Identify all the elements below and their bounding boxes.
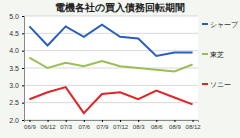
x-tick-label: 07/9 (97, 124, 109, 130)
x-tick-mark (102, 120, 103, 122)
x-tick-label: 08/3 (133, 124, 145, 130)
x-tick-mark (84, 120, 85, 122)
plot-area (24, 16, 198, 120)
y-tick: 4.0 (9, 47, 24, 54)
x-tick-label: 06/9 (24, 124, 36, 130)
x-tick-mark (156, 120, 157, 122)
x-tick-mark (174, 120, 175, 122)
y-tick-label: 5.0 (9, 13, 19, 20)
x-tick-label: 07/12 (113, 124, 129, 130)
y-tick: 4.5 (9, 30, 24, 37)
plot: 2.0 2.5 3.0 3.5 4.0 4.5 5.0 06/9 06/1207/3 07/6 07… (9, 13, 201, 131)
x-tick-mark (120, 120, 121, 122)
series-line (29, 87, 192, 113)
x-tick-label: 06/12 (41, 124, 57, 130)
x-tick: 08/6 (151, 120, 163, 130)
y-tick-label: 3.0 (9, 82, 19, 89)
y-tick-mark (22, 16, 24, 17)
grid-line (24, 16, 198, 17)
y-tick-mark (22, 120, 24, 121)
y-tick-mark (22, 68, 24, 69)
x-tick-mark (193, 120, 194, 122)
y-tick-mark (22, 103, 24, 104)
x-tick: 07/3 (60, 120, 72, 130)
x-tick: 08/9 (169, 120, 181, 130)
chart: 電機各社の買入債務回転期間2.02.53.03.54.04.55.006/906… (0, 0, 240, 138)
grid-line (24, 50, 198, 51)
title: 電機各社の買入債務回転期間 (55, 2, 185, 13)
x-tick-mark (29, 120, 30, 122)
y-tick-label: 3.5 (9, 65, 19, 72)
y-tick-label: 4.5 (9, 30, 19, 37)
y-tick: 3.5 (9, 65, 24, 72)
background (0, 0, 240, 138)
x-tick: 07/9 (97, 120, 109, 130)
x-tick: 06/9 (24, 120, 36, 130)
y-tick-label: 2.5 (9, 99, 19, 106)
y-tick-mark (22, 85, 24, 86)
legend-swatch (202, 23, 208, 25)
y-tick: 5.0 (9, 13, 24, 20)
x-tick-label: 08/6 (151, 124, 163, 130)
series-line (29, 58, 192, 72)
x-axis: 06/9 06/1207/3 07/6 07/9 07/12 08/3 08/6 08/9 08… (24, 120, 201, 130)
legend-label: シャープ (210, 21, 239, 29)
x-tick: 07/6 (78, 120, 90, 130)
y-tick: 3.0 (9, 82, 24, 89)
x-tick-label: 08/9 (169, 124, 181, 130)
x-tick-mark (138, 120, 139, 122)
legend-entry: シャープ (202, 21, 239, 29)
y-tick-mark (22, 51, 24, 52)
legend-entry: ソニー (202, 81, 231, 89)
legend: シャープ東芝ソニー (202, 21, 239, 89)
y-tick-label: 4.0 (9, 47, 19, 54)
y-tick: 2.0 (9, 117, 24, 124)
x-tick-mark (66, 120, 67, 122)
x-axis-line (25, 121, 199, 123)
x-tick-label: 08/12 (186, 124, 202, 130)
y-tick-label: 2.0 (9, 117, 19, 124)
x-tick: 07/12 (113, 120, 129, 130)
y-tick-mark (22, 33, 24, 34)
legend-entry: 東芝 (202, 51, 224, 59)
x-tick-label: 07/3 (60, 124, 72, 130)
legend-swatch (202, 83, 208, 85)
x-tick: 08/12 (186, 120, 202, 130)
grid-line (24, 33, 198, 34)
x-tick-mark (48, 120, 49, 122)
x-tick: 08/3 (133, 120, 145, 130)
grid-line (24, 102, 198, 103)
x-tick: 06/12 (41, 120, 57, 130)
grid-line (24, 85, 198, 86)
lines (29, 25, 192, 113)
x-tick-label: 07/6 (78, 124, 90, 130)
legend-label: 東芝 (210, 51, 224, 59)
series-line (29, 25, 192, 56)
grid (24, 16, 198, 120)
legend-swatch (202, 53, 208, 55)
y-axis: 2.0 2.5 3.0 3.5 4.0 4.5 5.0 (9, 13, 24, 124)
y-tick: 2.5 (9, 99, 24, 106)
y-axis-line (22, 17, 25, 121)
legend-label: ソニー (210, 81, 231, 89)
